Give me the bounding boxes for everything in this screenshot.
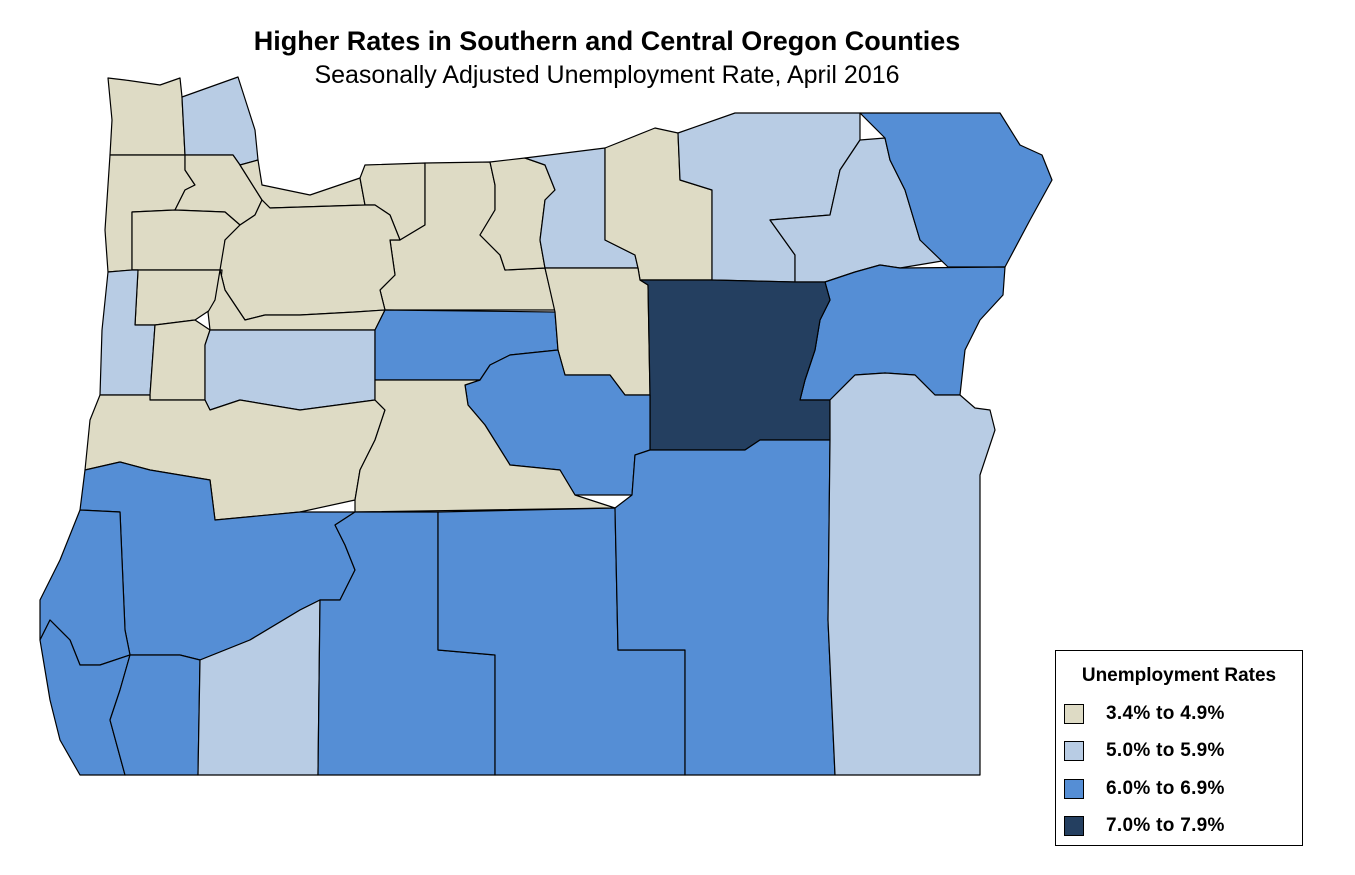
legend-swatch <box>1064 816 1084 836</box>
county-malheur <box>827 372 996 776</box>
county-deschutes <box>354 379 616 513</box>
legend-title: Unemployment Rates <box>1081 665 1277 686</box>
county-marion <box>207 269 386 331</box>
map-legend: Unemployment Rates 3.4% to 4.9% 5.0% to … <box>1055 650 1303 846</box>
county-clatsop <box>107 77 186 156</box>
county-grant <box>639 279 831 451</box>
county-klamath <box>317 511 496 776</box>
legend-label: 5.0% to 5.9% <box>1106 740 1225 761</box>
legend-item-1: 3.4% to 4.9% <box>1064 702 1225 726</box>
map-title: Higher Rates in Southern and Central Ore… <box>253 26 961 56</box>
county-josephine <box>109 654 201 776</box>
legend-swatch <box>1064 741 1084 761</box>
legend-label: 3.4% to 4.9% <box>1106 703 1225 724</box>
legend-item-4: 7.0% to 7.9% <box>1064 814 1225 838</box>
legend-label: 7.0% to 7.9% <box>1106 815 1225 836</box>
legend-swatch <box>1064 704 1084 724</box>
county-columbia <box>181 76 259 166</box>
legend-swatch <box>1064 779 1084 799</box>
county-benton <box>149 319 211 401</box>
legend-item-3: 6.0% to 6.9% <box>1064 777 1225 801</box>
legend-item-2: 5.0% to 5.9% <box>1064 739 1225 763</box>
legend-label: 6.0% to 6.9% <box>1106 778 1225 799</box>
map-subtitle: Seasonally Adjusted Unemployment Rate, A… <box>314 61 900 89</box>
county-linn <box>204 329 376 411</box>
